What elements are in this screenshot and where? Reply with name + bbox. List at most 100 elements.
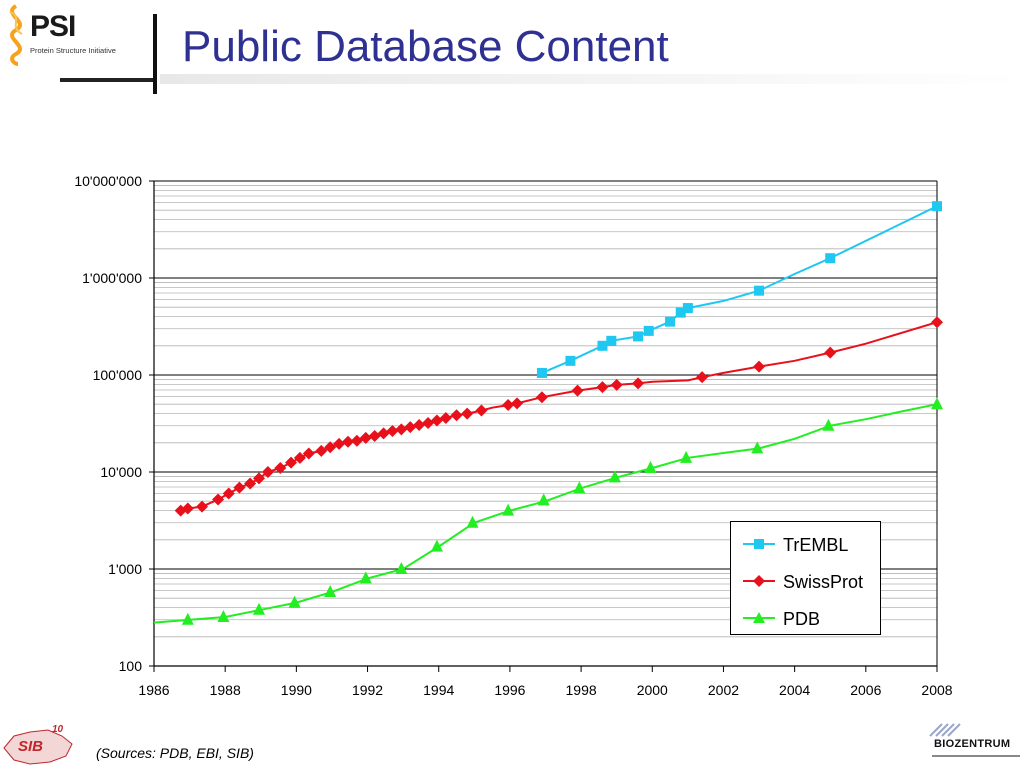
x-tick-label: 1992: [352, 682, 383, 698]
y-tick-label: 1'000'000: [82, 270, 142, 286]
marker-swissprot: [931, 316, 943, 329]
marker-trembl: [932, 201, 942, 212]
marker-pdb: [288, 595, 301, 608]
marker-pdb: [644, 460, 657, 473]
marker-swissprot: [285, 456, 298, 469]
marker-pdb: [324, 584, 337, 597]
marker-trembl: [536, 367, 547, 378]
y-tick-label: 100'000: [93, 367, 143, 383]
marker-swissprot: [502, 399, 515, 412]
marker-swissprot: [212, 493, 225, 506]
marker-pdb: [217, 610, 230, 623]
marker-trembl: [825, 253, 836, 264]
marker-pdb: [181, 612, 194, 625]
marker-pdb: [466, 515, 479, 528]
swiss-map-icon: [3, 729, 73, 765]
marker-pdb: [430, 539, 443, 552]
legend-label-pdb: PDB: [783, 609, 821, 629]
x-tick-label: 2000: [637, 682, 668, 698]
page-title: Public Database Content: [182, 22, 669, 71]
swissprot-legend-icon: [743, 575, 775, 587]
marker-swissprot: [430, 414, 443, 427]
marker-pdb: [608, 470, 621, 483]
marker-swissprot: [404, 421, 417, 434]
sib-logo-text: SIB: [18, 738, 44, 755]
biozentrum-logo-text: BIOZENTRUM: [934, 738, 1011, 750]
marker-pdb: [822, 418, 835, 431]
marker-trembl: [675, 307, 686, 318]
marker-trembl: [754, 285, 765, 296]
sib-logo-badge: 10: [52, 724, 64, 735]
marker-swissprot: [274, 461, 287, 474]
legend-label-trembl: TrEMBL: [783, 535, 849, 555]
marker-swissprot: [222, 487, 235, 500]
marker-swissprot: [377, 427, 390, 440]
legend-item-pdb: PDB: [731, 603, 882, 633]
x-tick-label: 1996: [494, 682, 525, 698]
marker-swissprot: [824, 346, 837, 359]
marker-swissprot: [511, 397, 524, 410]
x-tick-label: 1986: [138, 682, 169, 698]
marker-swissprot: [181, 502, 194, 515]
x-tick-label: 2008: [921, 682, 952, 698]
marker-trembl: [565, 355, 576, 366]
tick-labels: 100 1'000 10'000 100'000 1'000'000 10'000'000…: [74, 173, 952, 698]
marker-swissprot: [535, 391, 548, 404]
marker-pdb: [680, 450, 693, 463]
header-vertical-bar: [153, 14, 157, 94]
marker-pdb: [751, 441, 764, 454]
marker-swissprot: [233, 481, 246, 494]
x-tick-label: 1988: [210, 682, 241, 698]
x-tick-label: 2002: [708, 682, 739, 698]
marker-trembl: [633, 331, 644, 342]
marker-swissprot: [315, 444, 328, 457]
marker-swissprot: [610, 378, 623, 391]
y-tick-label: 10'000'000: [74, 173, 142, 189]
marker-pdb: [573, 481, 586, 494]
marker-pdb: [502, 503, 515, 516]
marker-swissprot: [571, 384, 584, 397]
x-tick-label: 1994: [423, 682, 454, 698]
biozentrum-stripes-icon: [929, 723, 1020, 757]
psi-logo: PSI Protein Structure Initiative: [0, 0, 140, 68]
marker-swissprot: [395, 423, 408, 436]
marker-swissprot: [696, 371, 709, 384]
marker-pdb: [359, 571, 372, 584]
psi-logo-text: PSI: [30, 10, 76, 43]
header-divider: [60, 78, 156, 82]
legend-item-swissprot: SwissProt: [731, 566, 882, 596]
series-markers: [174, 201, 943, 625]
axes: [149, 180, 938, 672]
marker-trembl: [606, 335, 617, 346]
marker-swissprot: [753, 360, 766, 373]
marker-trembl: [643, 325, 654, 336]
marker-swissprot: [632, 377, 645, 390]
y-tick-label: 10'000: [100, 464, 142, 480]
marker-swissprot: [461, 407, 474, 420]
marker-swissprot: [439, 412, 452, 425]
sib-logo: SIB 10: [0, 722, 80, 768]
legend-label-swissprot: SwissProt: [783, 572, 864, 592]
psi-logo-subtitle: Protein Structure Initiative: [30, 46, 116, 55]
chart-legend: TrEMBL SwissProt PDB: [730, 521, 881, 635]
marker-swissprot: [386, 424, 399, 437]
marker-swissprot: [333, 437, 346, 450]
marker-trembl: [665, 316, 676, 327]
y-tick-label: 100: [119, 658, 143, 674]
marker-trembl: [597, 340, 608, 351]
x-tick-label: 1990: [281, 682, 312, 698]
series-line-swissprot: [180, 321, 938, 512]
pdb-legend-icon: [743, 612, 775, 623]
biozentrum-logo: BIOZENTRUM: [922, 722, 1024, 768]
marker-swissprot: [422, 417, 435, 430]
y-tick-label: 1'000: [108, 561, 142, 577]
marker-pdb: [252, 602, 265, 615]
marker-swissprot: [450, 409, 463, 422]
marker-swissprot: [359, 431, 372, 444]
marker-swissprot: [302, 447, 315, 460]
marker-swissprot: [196, 500, 209, 513]
marker-swissprot: [596, 381, 609, 394]
header-band: [160, 74, 1024, 84]
marker-swissprot: [368, 430, 381, 443]
